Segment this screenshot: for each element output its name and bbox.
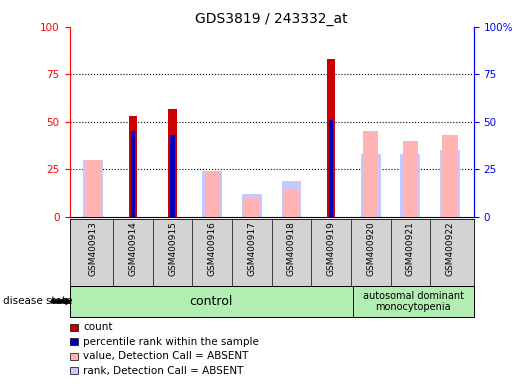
Bar: [284, 190, 299, 217]
Text: GSM400913: GSM400913: [89, 221, 98, 276]
Bar: [242, 194, 262, 217]
Text: GSM400922: GSM400922: [445, 221, 455, 276]
Bar: [244, 198, 260, 217]
Text: GSM400918: GSM400918: [287, 221, 296, 276]
Bar: [202, 171, 222, 217]
Bar: [442, 135, 457, 217]
Bar: [361, 154, 381, 217]
Title: GDS3819 / 243332_at: GDS3819 / 243332_at: [195, 12, 348, 26]
Text: value, Detection Call = ABSENT: value, Detection Call = ABSENT: [83, 351, 248, 361]
Bar: [168, 109, 177, 217]
Text: GSM400914: GSM400914: [128, 221, 138, 276]
Bar: [86, 160, 101, 217]
Bar: [204, 171, 220, 217]
Bar: [363, 131, 379, 217]
Text: count: count: [83, 322, 112, 332]
Text: GSM400917: GSM400917: [247, 221, 256, 276]
Text: GSM400915: GSM400915: [168, 221, 177, 276]
Bar: [170, 135, 175, 217]
Bar: [401, 154, 420, 217]
Bar: [329, 120, 334, 217]
Text: GSM400920: GSM400920: [366, 221, 375, 276]
Text: GSM400921: GSM400921: [406, 221, 415, 276]
Bar: [282, 181, 301, 217]
Text: autosomal dominant
monocytopenia: autosomal dominant monocytopenia: [363, 291, 464, 312]
Bar: [352, 286, 474, 317]
Text: rank, Detection Call = ABSENT: rank, Detection Call = ABSENT: [83, 366, 243, 376]
Text: control: control: [190, 295, 233, 308]
Bar: [440, 151, 460, 217]
Text: GSM400919: GSM400919: [327, 221, 336, 276]
Bar: [129, 116, 138, 217]
Bar: [403, 141, 418, 217]
Text: percentile rank within the sample: percentile rank within the sample: [83, 337, 259, 347]
Bar: [83, 160, 103, 217]
Bar: [131, 131, 135, 217]
Bar: [70, 286, 352, 317]
Text: disease state: disease state: [3, 296, 72, 306]
Bar: [327, 59, 335, 217]
Text: GSM400916: GSM400916: [208, 221, 217, 276]
